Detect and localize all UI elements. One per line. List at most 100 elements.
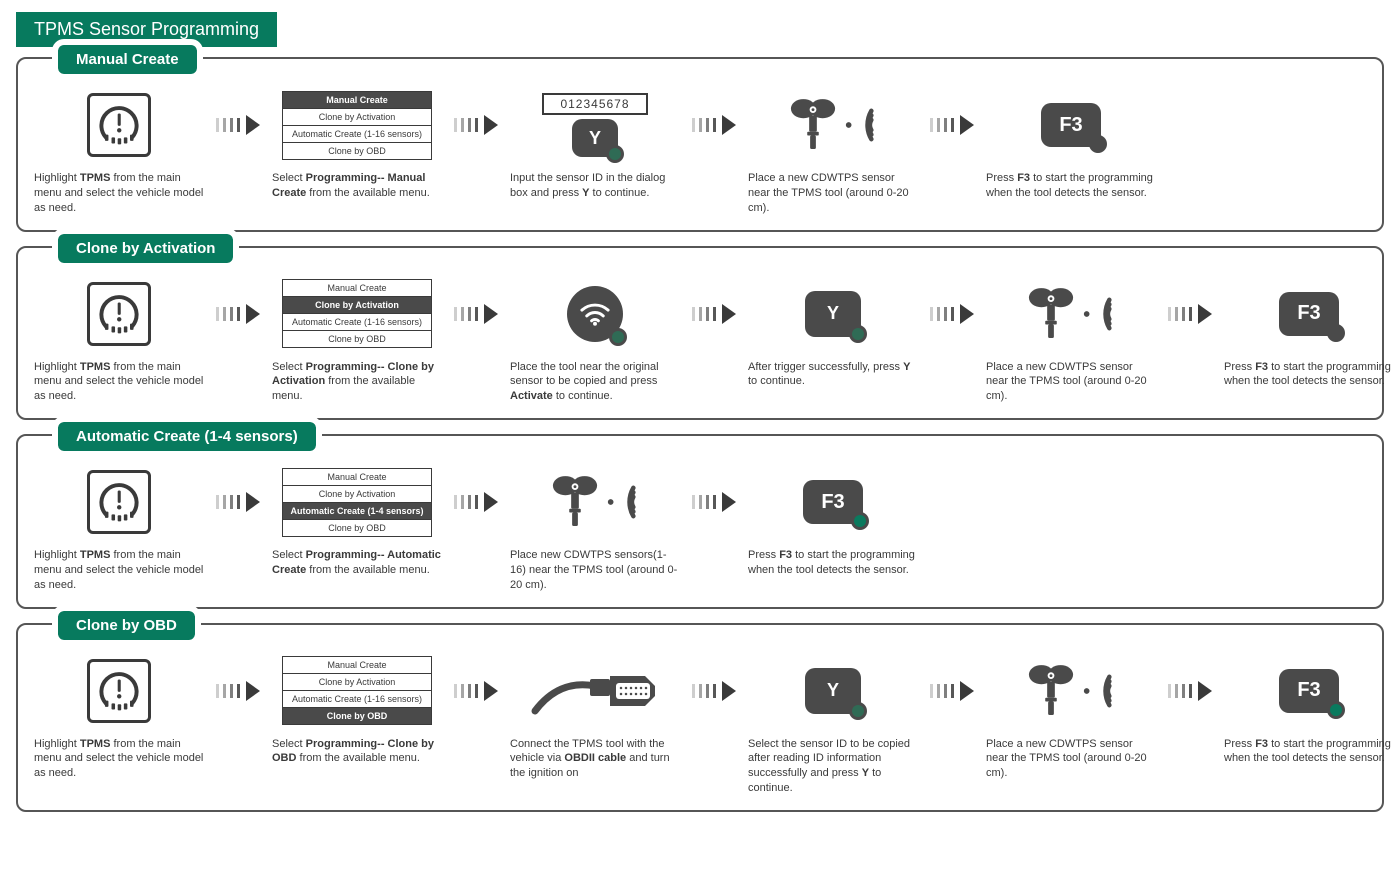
step: Highlight TPMS from the main menu and se… [34, 276, 204, 405]
menu-mock-icon: Manual CreateClone by ActivationAutomati… [272, 87, 442, 163]
menu-option: Clone by Activation [283, 109, 431, 126]
section-title: Clone by OBD [58, 611, 195, 640]
arrow-icon [212, 464, 264, 540]
step: F3 Press F3 to start the programming when… [748, 464, 918, 578]
section: Clone by Activation Highlight TPMS from … [16, 246, 1384, 421]
step-caption: Highlight TPMS from the main menu and se… [34, 171, 204, 216]
step: Y After trigger successfully, press Y to … [748, 276, 918, 390]
step-caption: Place a new CDWTPS sensor near the TPMS … [748, 171, 918, 216]
step-caption: Connect the TPMS tool with the vehicle v… [510, 737, 680, 782]
menu-option: Clone by OBD [283, 520, 431, 536]
menu-option: Clone by Activation [283, 486, 431, 503]
step: Y Select the sensor ID to be copied after… [748, 653, 918, 796]
step: Highlight TPMS from the main menu and se… [34, 464, 204, 593]
step: F3 Press F3 to start the programming when… [1224, 276, 1394, 390]
menu-option: Clone by Activation [283, 674, 431, 691]
section-title: Automatic Create (1-4 sensors) [58, 422, 316, 451]
sensor-wifi-icon [986, 653, 1156, 729]
step: Connect the TPMS tool with the vehicle v… [510, 653, 680, 782]
step-caption: After trigger successfully, press Y to c… [748, 360, 918, 390]
arrow-icon [926, 276, 978, 352]
step-caption: Highlight TPMS from the main menu and se… [34, 360, 204, 405]
step-caption: Press F3 to start the programming when t… [1224, 360, 1394, 390]
arrow-icon [688, 87, 740, 163]
steps-row: Highlight TPMS from the main menu and se… [34, 87, 1366, 216]
arrow-icon [688, 653, 740, 729]
steps-row: Highlight TPMS from the main menu and se… [34, 653, 1366, 796]
sensor-id-value: 012345678 [542, 93, 647, 115]
arrow-icon [688, 464, 740, 540]
step-caption: Highlight TPMS from the main menu and se… [34, 737, 204, 782]
section: Manual Create Highlight TPMS from the ma… [16, 57, 1384, 232]
y-key-icon: Y [748, 276, 918, 352]
wifi-activate-icon [510, 276, 680, 352]
tpms-tire-icon [34, 276, 204, 352]
menu-option: Manual Create [283, 92, 431, 109]
step-caption: Select Programming-- Clone by Activation… [272, 360, 442, 405]
sections-container: Manual Create Highlight TPMS from the ma… [16, 57, 1384, 812]
page-title: TPMS Sensor Programming [16, 12, 277, 47]
sensor-wifi-icon [510, 464, 680, 540]
step-caption: Place the tool near the original sensor … [510, 360, 680, 405]
arrow-icon [450, 87, 502, 163]
f3-key-icon: F3 [748, 464, 918, 540]
tpms-tire-icon [34, 653, 204, 729]
step-caption: Input the sensor ID in the dialog box an… [510, 171, 680, 201]
menu-option: Clone by Activation [283, 297, 431, 314]
arrow-icon [212, 653, 264, 729]
menu-mock-icon: Manual CreateClone by ActivationAutomati… [272, 464, 442, 540]
y-key-icon: Y [572, 119, 618, 157]
step: Manual CreateClone by ActivationAutomati… [272, 653, 442, 767]
step-caption: Select Programming-- Clone by OBD from t… [272, 737, 442, 767]
step-caption: Press F3 to start the programming when t… [986, 171, 1156, 201]
step: Place a new CDWTPS sensor near the TPMS … [748, 87, 918, 216]
tpms-tire-icon [34, 464, 204, 540]
y-key-icon: Y [748, 653, 918, 729]
step: Manual CreateClone by ActivationAutomati… [272, 87, 442, 201]
step-caption: Place a new CDWTPS sensor near the TPMS … [986, 360, 1156, 405]
menu-option: Automatic Create (1-4 sensors) [283, 503, 431, 520]
f3-key-icon: F3 [1224, 276, 1394, 352]
sensor-wifi-icon [986, 276, 1156, 352]
step-caption: Press F3 to start the programming when t… [1224, 737, 1394, 767]
step: Place a new CDWTPS sensor near the TPMS … [986, 276, 1156, 405]
menu-option: Manual Create [283, 469, 431, 486]
menu-option: Manual Create [283, 280, 431, 297]
menu-mock-icon: Manual CreateClone by ActivationAutomati… [272, 653, 442, 729]
arrow-icon [926, 87, 978, 163]
step-caption: Press F3 to start the programming when t… [748, 548, 918, 578]
arrow-icon [1164, 653, 1216, 729]
menu-option: Automatic Create (1-16 sensors) [283, 126, 431, 143]
sensor-wifi-icon [748, 87, 918, 163]
arrow-icon [212, 276, 264, 352]
step: Place new CDWTPS sensors(1-16) near the … [510, 464, 680, 593]
arrow-icon [688, 276, 740, 352]
arrow-icon [926, 653, 978, 729]
section-title: Clone by Activation [58, 234, 233, 263]
section-title: Manual Create [58, 45, 197, 74]
f3-key-icon: F3 [1224, 653, 1394, 729]
step: Place the tool near the original sensor … [510, 276, 680, 405]
steps-row: Highlight TPMS from the main menu and se… [34, 464, 1366, 593]
step: F3 Press F3 to start the programming when… [986, 87, 1156, 201]
step: Place a new CDWTPS sensor near the TPMS … [986, 653, 1156, 782]
step: Highlight TPMS from the main menu and se… [34, 653, 204, 782]
menu-option: Automatic Create (1-16 sensors) [283, 691, 431, 708]
step: 012345678 Y Input the sensor ID in the dia… [510, 87, 680, 201]
arrow-icon [450, 464, 502, 540]
section: Clone by OBD Highlight TPMS from the mai… [16, 623, 1384, 812]
step: Highlight TPMS from the main menu and se… [34, 87, 204, 216]
tpms-tire-icon [34, 87, 204, 163]
obd-cable-icon [510, 653, 680, 729]
sensor-id-input-icon: 012345678 Y [510, 87, 680, 163]
menu-option: Clone by OBD [283, 708, 431, 724]
f3-key-icon: F3 [986, 87, 1156, 163]
step-caption: Select the sensor ID to be copied after … [748, 737, 918, 796]
step: Manual CreateClone by ActivationAutomati… [272, 464, 442, 578]
menu-option: Clone by OBD [283, 143, 431, 159]
menu-option: Clone by OBD [283, 331, 431, 347]
section: Automatic Create (1-4 sensors) Highlight… [16, 434, 1384, 609]
arrow-icon [1164, 276, 1216, 352]
arrow-icon [450, 276, 502, 352]
step: F3 Press F3 to start the programming when… [1224, 653, 1394, 767]
